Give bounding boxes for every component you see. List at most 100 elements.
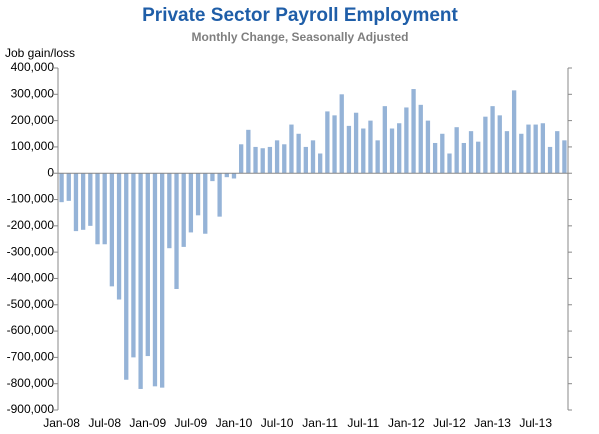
bar — [490, 106, 495, 174]
bar — [260, 148, 265, 174]
bar — [397, 123, 402, 174]
y-axis-label: Job gain/loss — [5, 46, 75, 60]
bar — [375, 140, 380, 174]
x-tick-label: Jul-08 — [88, 416, 121, 430]
bar — [174, 173, 179, 289]
bar — [562, 140, 567, 174]
bar — [547, 146, 553, 174]
bar — [167, 173, 172, 249]
y-tick-label: -200,000 — [7, 218, 55, 232]
bar — [382, 106, 387, 174]
y-tick-label: -100,000 — [7, 192, 55, 206]
bar — [303, 146, 308, 174]
bar — [282, 144, 287, 174]
bar — [339, 94, 344, 174]
bar — [526, 124, 531, 174]
bar — [483, 116, 488, 174]
y-tick-label: 400,000 — [11, 60, 55, 74]
bar — [59, 173, 64, 203]
bar — [109, 173, 115, 287]
bar — [95, 173, 100, 245]
bar — [66, 173, 71, 201]
bar — [432, 142, 438, 174]
bar — [519, 133, 524, 174]
x-tick-label: Jan-13 — [474, 416, 511, 430]
bar — [224, 173, 229, 178]
x-tick-label: Jul-13 — [519, 416, 552, 430]
x-tick-label: Jul-12 — [433, 416, 466, 430]
y-tick-label: -900,000 — [7, 402, 55, 416]
bar — [116, 173, 122, 300]
bar — [131, 173, 136, 358]
bar — [274, 140, 280, 174]
bar — [425, 120, 431, 174]
y-tick-label: 0 — [47, 165, 54, 179]
bar — [217, 173, 222, 217]
bar — [88, 173, 93, 226]
bar — [361, 128, 366, 174]
bar — [476, 141, 481, 174]
bar — [447, 153, 452, 174]
x-tick-label: Jul-09 — [175, 416, 208, 430]
bar — [267, 146, 273, 174]
bar — [418, 104, 423, 174]
bar — [504, 131, 510, 174]
bar — [188, 173, 194, 233]
bar — [368, 120, 373, 174]
x-tick-label: Jan-11 — [302, 416, 338, 430]
bar — [160, 173, 165, 388]
bar — [253, 146, 258, 174]
x-tick-label: Jul-10 — [261, 416, 294, 430]
y-tick-label: -600,000 — [7, 323, 55, 337]
bar — [310, 140, 316, 174]
bar — [389, 128, 395, 174]
bar — [289, 124, 294, 174]
bar — [540, 123, 546, 174]
bar — [138, 173, 143, 389]
x-tick-label: Jan-10 — [216, 416, 253, 430]
bar — [239, 144, 244, 174]
bar — [124, 173, 129, 380]
bar — [511, 90, 517, 174]
x-tick-label: Jan-12 — [388, 416, 425, 430]
y-tick-label: 100,000 — [11, 139, 55, 153]
bar — [145, 173, 150, 357]
bar — [296, 133, 301, 174]
bar — [152, 173, 158, 387]
bar — [231, 173, 237, 179]
y-tick-label: 200,000 — [11, 113, 55, 127]
chart-subtitle: Monthly Change, Seasonally Adjusted — [192, 30, 409, 44]
bar — [325, 111, 330, 174]
bar — [346, 125, 352, 174]
bar — [404, 107, 409, 174]
bar — [102, 173, 107, 245]
bar — [210, 173, 215, 182]
bar — [533, 124, 538, 174]
y-tick-label: -300,000 — [7, 244, 55, 258]
bar — [353, 112, 359, 174]
bar — [80, 173, 86, 230]
y-tick-label: -500,000 — [7, 297, 55, 311]
y-tick-label: -800,000 — [7, 376, 55, 390]
bar — [332, 115, 337, 174]
bar — [195, 173, 201, 216]
bar — [440, 133, 445, 174]
bar — [203, 173, 208, 234]
bar — [411, 89, 416, 174]
y-tick-label: -400,000 — [7, 271, 55, 285]
x-tick-label: Jul-11 — [347, 416, 379, 430]
bar — [461, 142, 466, 174]
bar — [73, 173, 79, 232]
bar — [318, 153, 323, 174]
bar — [246, 129, 251, 174]
bar — [555, 131, 560, 174]
y-tick-label: -700,000 — [7, 350, 55, 364]
chart-title: Private Sector Payroll Employment — [142, 5, 458, 26]
x-tick-label: Jan-08 — [43, 416, 80, 430]
x-tick-label: Jan-09 — [129, 416, 166, 430]
bar — [468, 131, 474, 174]
y-tick-label: 300,000 — [11, 86, 55, 100]
bar — [181, 173, 186, 247]
bar — [497, 115, 502, 174]
